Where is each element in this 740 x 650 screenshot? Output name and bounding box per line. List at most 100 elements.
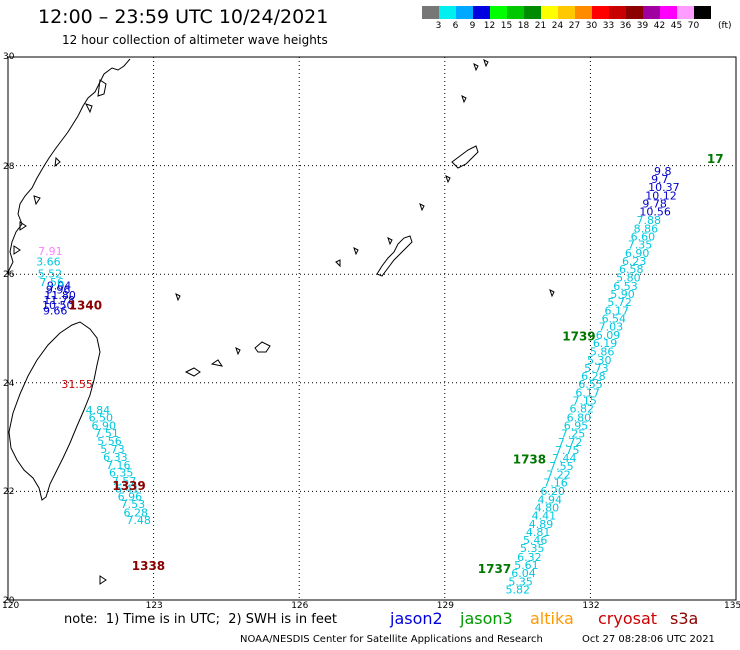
colorbar-swatch <box>592 6 609 19</box>
swh-value-label: 5.82 <box>505 583 530 596</box>
credit-text: NOAA/NESDIS Center for Satellite Applica… <box>240 634 543 645</box>
swh-value-label: 10.37 <box>648 181 680 194</box>
longitude-label: 120 <box>2 601 20 611</box>
pass-time-label: 1338 <box>132 559 165 573</box>
swh-value-label: 6.96 <box>118 491 143 504</box>
pass-time-label: 1738 <box>513 453 546 467</box>
pass-time-label: 1737 <box>478 562 511 576</box>
colorbar-tick: 42 <box>653 21 666 31</box>
swh-value-label: 7.72 <box>558 436 583 449</box>
colorbar-swatch <box>558 6 575 19</box>
colorbar-tick: 15 <box>500 21 513 31</box>
swh-value-label: 3.66 <box>36 256 61 269</box>
colorbar-ticks: 3 6 9 12 15 18 21 24 27 30 33 36 39 42 45 70 <box>422 21 740 33</box>
swh-value-label: 7.25 <box>561 428 586 441</box>
swh-value-label: 7.75 <box>555 444 580 457</box>
swh-value-label: 6.50 <box>89 411 114 424</box>
swh-value-label: 7.51 <box>94 427 119 440</box>
colorbar-swatch <box>626 6 643 19</box>
swh-value-label: 11.80 <box>44 289 76 302</box>
colorbar-tick: 21 <box>534 21 547 31</box>
timestamp-text: Oct 27 08:28:06 UTC 2021 <box>582 634 715 645</box>
amami-island <box>451 145 479 169</box>
swh-value-label: 4.81 <box>526 526 551 539</box>
swh-value-label: 5.90 <box>610 288 635 301</box>
swh-value-label: 6.23 <box>622 255 647 268</box>
swh-value-label: 5.52 <box>38 267 63 280</box>
colorbar-tick: 36 <box>619 21 632 31</box>
swh-value-label: 5.46 <box>523 534 548 547</box>
swh-value-label: 6.60 <box>631 231 656 244</box>
pass-time-label: 1339 <box>112 479 145 493</box>
colorbar-tick: 3 <box>435 21 442 31</box>
legend-s3a: s3a <box>670 609 699 628</box>
colorbar <box>422 6 711 19</box>
longitude-label: 123 <box>145 601 163 611</box>
colorbar-swatch <box>643 6 660 19</box>
swh-value-label: 7.55 <box>549 460 574 473</box>
china-coastline <box>7 58 131 277</box>
okinawa-island <box>376 235 413 277</box>
swh-value-label: 6.19 <box>593 337 618 350</box>
legend-jason2: jason2 <box>390 609 443 628</box>
swh-value-label: 6.32 <box>517 551 542 564</box>
swh-value-label: 7.57 <box>112 475 136 488</box>
legend-cryosat: cryosat <box>598 609 658 628</box>
longitude-label: 129 <box>436 601 454 611</box>
swh-value-label: 9.04 <box>47 279 72 292</box>
pass-time-label: 17 <box>707 152 724 166</box>
latitude-label: 30 <box>3 52 15 62</box>
note-text: note: 1) Time is in UTC; 2) SWH is in fe… <box>64 612 337 627</box>
swh-value-label: 9.7 <box>651 173 669 186</box>
colorbar-tick: 45 <box>670 21 683 31</box>
swh-value-label: 5.73 <box>100 443 125 456</box>
swh-value-label: 4.94 <box>537 493 562 506</box>
swh-value-label: 6.28 <box>581 370 606 383</box>
swh-value-label: 4.41 <box>532 510 557 523</box>
latitude-label: 24 <box>3 378 15 389</box>
miyako-island <box>254 341 271 353</box>
swh-value-label: 6.90 <box>91 419 116 432</box>
colorbar-swatch <box>524 6 541 19</box>
swh-value-label: 6.55 <box>578 378 603 391</box>
colorbar-swatch <box>422 6 439 19</box>
colorbar-swatch <box>473 6 490 19</box>
swh-value-label: 6.41 <box>115 482 140 495</box>
map-title: 12:00 – 23:59 UTC 10/24/2021 <box>38 6 329 28</box>
swh-value-label: 8.86 <box>634 222 659 235</box>
swh-value-label: 5.35 <box>520 542 545 555</box>
longitude-label: 126 <box>291 601 309 611</box>
swh-value-label: 5.35 <box>508 575 533 588</box>
colorbar-swatch <box>456 6 473 19</box>
swh-value-label: 9.66 <box>43 304 68 317</box>
swh-value-label: 6.90 <box>625 247 650 260</box>
swh-value-label: 5.73 <box>584 362 609 375</box>
swh-value-label: 6.33 <box>103 451 128 464</box>
swh-value-label: 6.53 <box>613 280 638 293</box>
colorbar-tick: 6 <box>452 21 459 31</box>
swh-value-label: 7.16 <box>106 459 130 472</box>
swh-value-label: 6.20 <box>540 485 565 498</box>
swh-value-label: 6.58 <box>619 263 644 276</box>
small-islands <box>99 59 555 585</box>
swh-value-label: 7.56 <box>40 276 64 289</box>
colorbar-swatch <box>677 6 694 19</box>
swh-value-label: 7.03 <box>599 321 624 334</box>
pass-time-label: 1739 <box>562 329 595 343</box>
swh-value-label: 9.78 <box>642 197 667 210</box>
legend-altika: altika <box>530 609 574 628</box>
swh-value-label: 6.54 <box>602 313 627 326</box>
swh-value-label: 4.80 <box>535 501 560 514</box>
latitude-label: 28 <box>3 161 15 172</box>
ishigaki-island <box>184 359 224 377</box>
longitude-label: 135 <box>724 601 740 611</box>
swh-value-label: 10.50 <box>42 299 73 312</box>
map-frame <box>7 56 737 601</box>
swh-value-label: 6.17 <box>604 304 629 317</box>
swh-value-label: 6.28 <box>124 506 149 519</box>
swh-value-label: 6.80 <box>567 411 592 424</box>
swh-value-label: 9.96 <box>46 284 71 297</box>
swh-value-label: 4.89 <box>529 518 554 531</box>
